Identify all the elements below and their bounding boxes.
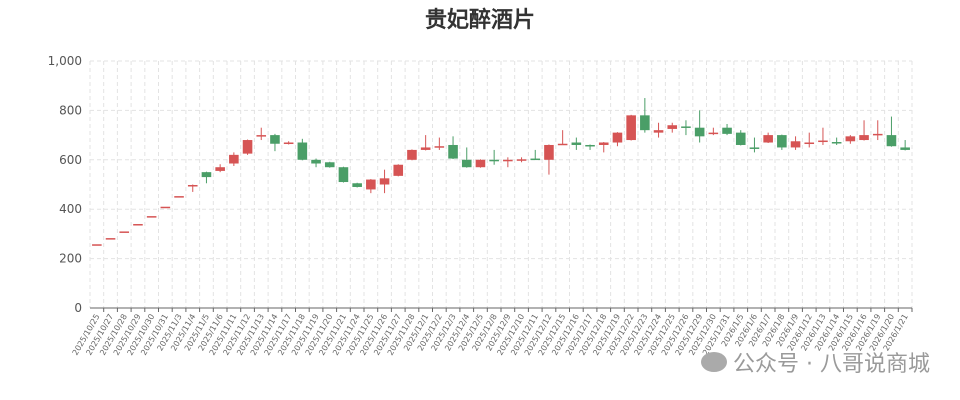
candle-body bbox=[324, 162, 335, 168]
candle-body bbox=[790, 141, 801, 148]
candle-body bbox=[694, 127, 705, 137]
candle-body bbox=[434, 146, 445, 148]
candle-body bbox=[420, 147, 431, 150]
candle-body bbox=[352, 183, 362, 187]
candle-body bbox=[256, 135, 267, 137]
y-tick-label: 200 bbox=[59, 252, 82, 266]
candle-body bbox=[311, 159, 321, 164]
candle-body bbox=[763, 135, 773, 143]
candle-body bbox=[516, 159, 527, 161]
y-tick-label: 1,000 bbox=[48, 54, 82, 68]
candle-body bbox=[105, 238, 116, 240]
candle-body bbox=[640, 115, 650, 131]
chart-title: 贵妃醉酒片 bbox=[424, 8, 535, 33]
candle-body bbox=[379, 178, 390, 185]
candle-body bbox=[667, 125, 678, 129]
candle-body bbox=[475, 159, 486, 168]
candle-body bbox=[859, 135, 869, 141]
candle-body bbox=[544, 144, 554, 160]
candle-body bbox=[366, 179, 376, 190]
candle-body bbox=[626, 115, 636, 141]
candle-body bbox=[297, 142, 308, 160]
candle-body bbox=[722, 127, 732, 134]
candle-body bbox=[886, 135, 897, 147]
candle-body bbox=[818, 140, 828, 143]
candle-body bbox=[338, 167, 349, 183]
candle-body bbox=[92, 244, 102, 246]
candle-body bbox=[160, 206, 171, 209]
candle-body bbox=[270, 135, 280, 144]
candle-body bbox=[777, 135, 787, 148]
watermark: 公众号 · 八哥说商城 bbox=[701, 346, 930, 378]
y-tick-label: 0 bbox=[74, 301, 82, 315]
candle-body bbox=[900, 147, 910, 150]
candle-body bbox=[242, 140, 253, 154]
candle-body bbox=[229, 154, 239, 164]
candle-body bbox=[598, 142, 609, 145]
candle-body bbox=[133, 224, 143, 226]
candle-body bbox=[804, 142, 815, 145]
candle-body bbox=[653, 130, 664, 133]
candle-body bbox=[681, 126, 691, 128]
candle-body bbox=[489, 159, 499, 162]
candle-body bbox=[749, 147, 760, 149]
candle-body bbox=[407, 149, 417, 160]
y-tick-label: 600 bbox=[59, 153, 82, 167]
candle-body bbox=[708, 132, 719, 135]
candle-body bbox=[201, 172, 212, 178]
candle-body bbox=[393, 164, 404, 176]
candle-body bbox=[735, 132, 746, 145]
candle-body bbox=[119, 231, 130, 233]
y-tick-label: 800 bbox=[59, 103, 82, 117]
candle-body bbox=[187, 184, 198, 187]
candle-body bbox=[530, 158, 541, 161]
candle-body bbox=[174, 196, 184, 198]
candle-body bbox=[612, 132, 623, 143]
watermark-text: 公众号 · 八哥说商城 bbox=[733, 352, 930, 377]
wechat-icon bbox=[701, 352, 728, 372]
candle-body bbox=[215, 167, 225, 171]
y-tick-label: 400 bbox=[59, 202, 82, 216]
candle-body bbox=[557, 143, 568, 146]
candle-body bbox=[146, 216, 157, 218]
candle-body bbox=[585, 144, 595, 147]
candle-body bbox=[831, 142, 842, 144]
candle-body bbox=[448, 144, 458, 159]
candle-body bbox=[872, 133, 883, 136]
candle-body bbox=[461, 159, 472, 168]
candle-body bbox=[503, 159, 513, 162]
candle-body bbox=[571, 142, 582, 145]
candle-body bbox=[283, 142, 294, 145]
candle-body bbox=[845, 136, 856, 142]
